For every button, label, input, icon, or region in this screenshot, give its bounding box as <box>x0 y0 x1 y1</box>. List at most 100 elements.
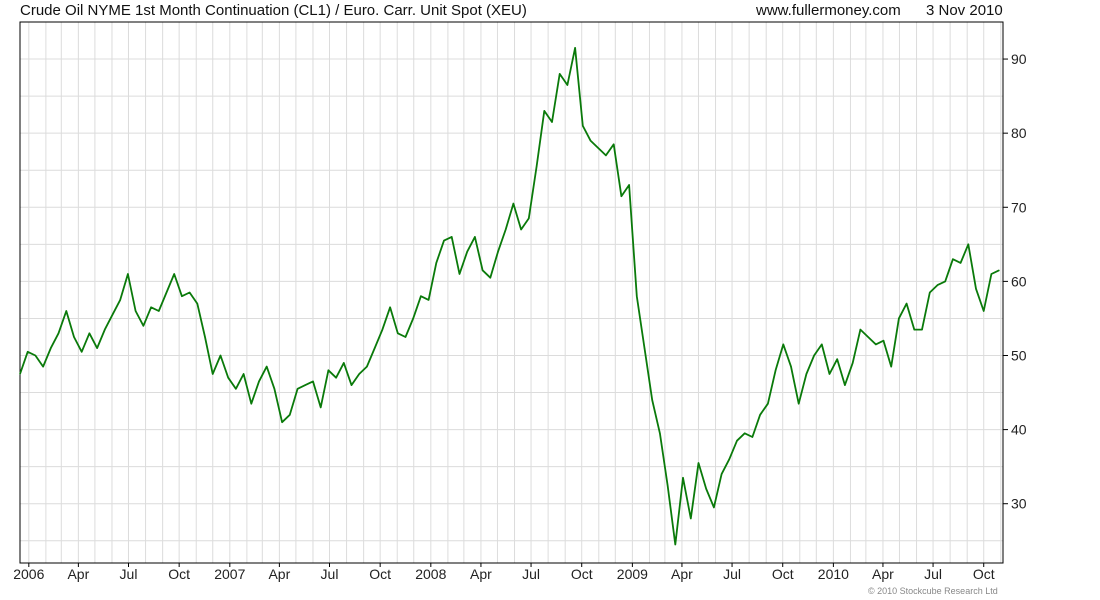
data-point <box>844 384 846 386</box>
data-point <box>135 310 137 312</box>
data-point <box>705 488 707 490</box>
x-tick-label: Jul <box>522 566 540 582</box>
data-point <box>374 347 376 349</box>
data-point <box>227 377 229 379</box>
data-point <box>613 143 615 145</box>
data-point <box>42 366 44 368</box>
data-point <box>582 125 584 127</box>
chart-date: 3 Nov 2010 <box>926 2 1003 19</box>
data-point <box>674 543 676 546</box>
data-point <box>867 336 869 338</box>
data-point <box>320 406 322 408</box>
x-tick-label: Jul <box>723 566 741 582</box>
data-point <box>119 299 121 301</box>
data-point <box>65 310 67 312</box>
x-tick-label: Jul <box>321 566 339 582</box>
data-point <box>150 306 152 308</box>
data-point <box>482 269 484 271</box>
data-point <box>836 358 838 360</box>
data-point <box>643 347 646 349</box>
x-tick-label: Apr <box>470 566 492 582</box>
data-point <box>127 273 129 275</box>
data-point <box>428 299 430 301</box>
data-point <box>420 295 422 297</box>
data-point <box>81 351 83 353</box>
data-point <box>882 340 885 342</box>
data-point <box>790 366 792 368</box>
x-tick-label: Oct <box>168 566 190 582</box>
data-point <box>343 362 345 364</box>
data-point <box>181 295 183 297</box>
data-point <box>435 262 437 264</box>
data-point <box>474 236 476 238</box>
series-line <box>19 47 1000 546</box>
data-point <box>50 347 52 349</box>
data-point <box>389 306 391 308</box>
data-point <box>512 203 515 205</box>
data-point <box>767 403 769 405</box>
data-point <box>744 432 746 434</box>
data-point <box>936 284 939 286</box>
y-tick-label: 50 <box>1011 347 1027 363</box>
data-point <box>828 373 831 375</box>
data-point <box>397 332 399 334</box>
x-tick-label: Jul <box>120 566 138 582</box>
chart-title: Crude Oil NYME 1st Month Continuation (C… <box>20 2 527 19</box>
data-point <box>929 291 931 294</box>
x-tick-label: 2006 <box>13 566 44 582</box>
data-point <box>189 291 191 294</box>
data-point <box>589 140 592 142</box>
data-point <box>620 195 623 197</box>
data-point <box>250 403 252 405</box>
site-url: www.fullermoney.com <box>756 2 901 19</box>
data-point <box>19 373 21 375</box>
data-point <box>165 291 168 294</box>
data-point <box>998 269 1000 271</box>
x-tick-label: 2008 <box>415 566 446 582</box>
y-tick-label: 70 <box>1011 199 1027 215</box>
data-point <box>96 347 98 349</box>
data-point <box>196 303 198 305</box>
data-point <box>358 373 360 375</box>
data-point <box>235 388 237 390</box>
data-point <box>952 258 954 260</box>
axes: 30 40 50 60 70 80 90 2006 Apr Jul Oct 2007 Apr Jul Oct… <box>13 21 1027 582</box>
data-point <box>713 506 715 508</box>
y-tick-label: 60 <box>1011 273 1027 289</box>
data-point <box>559 73 561 75</box>
data-point <box>158 310 160 312</box>
data-point <box>443 240 445 242</box>
data-point <box>566 84 569 86</box>
data-point <box>273 388 275 390</box>
grid-lines <box>20 21 1003 563</box>
data-point <box>813 354 815 357</box>
data-point <box>798 403 800 405</box>
data-point <box>852 362 854 364</box>
x-tick-label: Oct <box>772 566 794 582</box>
data-point <box>466 251 468 253</box>
data-point <box>605 154 607 156</box>
data-point <box>111 314 114 316</box>
series-group <box>19 47 1000 546</box>
x-tick-label: Apr <box>872 566 894 582</box>
x-tick-label: Apr <box>268 566 290 582</box>
data-point <box>859 329 862 331</box>
data-point <box>628 184 630 186</box>
data-point <box>297 388 299 390</box>
data-point <box>142 325 144 327</box>
data-point <box>258 380 260 382</box>
data-point <box>574 47 576 49</box>
data-point <box>944 280 946 282</box>
data-point <box>913 329 915 331</box>
data-point <box>366 366 368 368</box>
data-point <box>682 477 684 479</box>
data-point <box>890 366 892 368</box>
data-point <box>759 414 761 416</box>
data-point <box>312 380 314 382</box>
data-point <box>350 384 353 386</box>
data-point <box>975 288 977 290</box>
data-point <box>990 273 993 275</box>
x-tick-label: 2010 <box>818 566 849 582</box>
data-point <box>697 462 700 464</box>
data-point <box>88 332 90 334</box>
